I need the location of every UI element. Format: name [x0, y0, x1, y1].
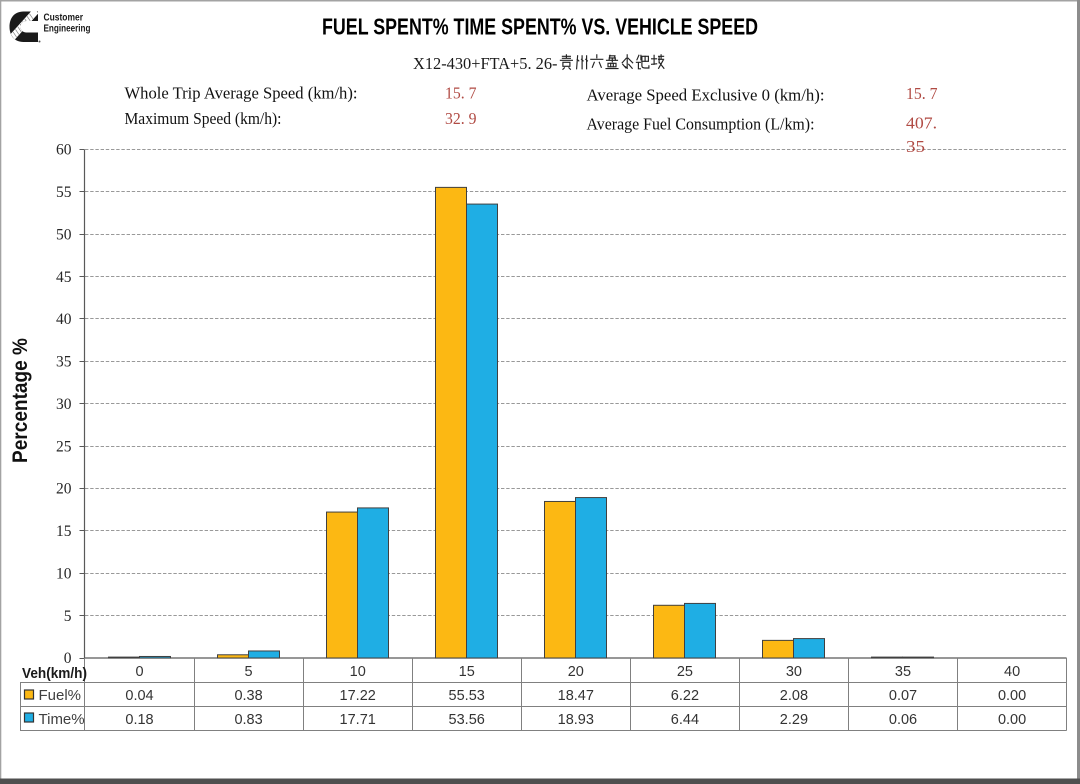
svg-text:10: 10	[56, 566, 72, 583]
svg-text:30: 30	[786, 664, 802, 680]
svg-text:0: 0	[135, 664, 143, 680]
svg-text:Whole Trip Average Speed (km/h: Whole Trip Average Speed (km/h):	[125, 83, 358, 102]
svg-text:32. 9: 32. 9	[445, 109, 477, 128]
svg-text:10: 10	[350, 664, 366, 680]
svg-text:18.93: 18.93	[558, 712, 594, 728]
svg-text:2.29: 2.29	[780, 712, 808, 728]
svg-text:0.18: 0.18	[125, 712, 153, 728]
svg-text:50: 50	[56, 226, 72, 243]
svg-text:20: 20	[568, 664, 584, 680]
svg-text:60: 60	[56, 142, 72, 159]
svg-text:407.: 407.	[906, 114, 937, 133]
svg-text:6.22: 6.22	[671, 688, 699, 704]
svg-text:5: 5	[245, 664, 253, 680]
svg-text:Percentage %: Percentage %	[8, 338, 32, 463]
svg-text:Customer: Customer	[44, 13, 84, 24]
svg-text:Veh(km/h): Veh(km/h)	[22, 665, 87, 682]
svg-text:30: 30	[56, 396, 72, 413]
svg-text:Engineering: Engineering	[44, 24, 91, 35]
svg-text:0.04: 0.04	[125, 688, 153, 704]
svg-text:40: 40	[1004, 664, 1020, 680]
svg-text:X12-430+FTA+5. 26-: X12-430+FTA+5. 26-	[413, 54, 558, 73]
svg-text:15: 15	[459, 664, 475, 680]
svg-text:0.00: 0.00	[998, 712, 1026, 728]
svg-text:53.56: 53.56	[449, 712, 485, 728]
svg-text:55: 55	[56, 184, 72, 201]
svg-text:0.06: 0.06	[889, 712, 917, 728]
svg-text:0: 0	[64, 650, 72, 667]
svg-text:15: 15	[56, 523, 72, 540]
svg-text:0.38: 0.38	[234, 688, 262, 704]
svg-text:0.00: 0.00	[998, 688, 1026, 704]
svg-text:20: 20	[56, 481, 72, 498]
svg-text:Maximum Speed (km/h):: Maximum Speed (km/h):	[125, 109, 282, 128]
svg-text:5: 5	[64, 608, 72, 625]
svg-text:17.22: 17.22	[340, 688, 376, 704]
svg-text:0.83: 0.83	[234, 712, 262, 728]
svg-text:Fuel%: Fuel%	[39, 687, 82, 704]
svg-text:25: 25	[677, 664, 693, 680]
svg-text:Average Fuel Consumption (L/km: Average Fuel Consumption (L/km):	[587, 114, 815, 133]
svg-text:55.53: 55.53	[449, 688, 485, 704]
svg-text:40: 40	[56, 311, 72, 328]
svg-text:35: 35	[56, 354, 72, 371]
svg-text:Average Speed Exclusive 0 (km/: Average Speed Exclusive 0 (km/h):	[587, 86, 825, 105]
svg-text:18.47: 18.47	[558, 688, 594, 704]
svg-text:35: 35	[895, 664, 911, 680]
svg-text:Time%: Time%	[39, 711, 85, 728]
svg-text:FUEL SPENT% TIME SPENT% VS. VE: FUEL SPENT% TIME SPENT% VS. VEHICLE SPEE…	[322, 14, 758, 40]
svg-text:35: 35	[906, 137, 925, 156]
svg-text:15. 7: 15. 7	[906, 84, 938, 103]
svg-text:25: 25	[56, 438, 72, 455]
svg-text:2.08: 2.08	[780, 688, 808, 704]
svg-text:45: 45	[56, 269, 72, 286]
svg-text:0.07: 0.07	[889, 688, 917, 704]
svg-text:15. 7: 15. 7	[445, 83, 477, 102]
svg-text:17.71: 17.71	[340, 712, 376, 728]
svg-text:6.44: 6.44	[671, 712, 699, 728]
